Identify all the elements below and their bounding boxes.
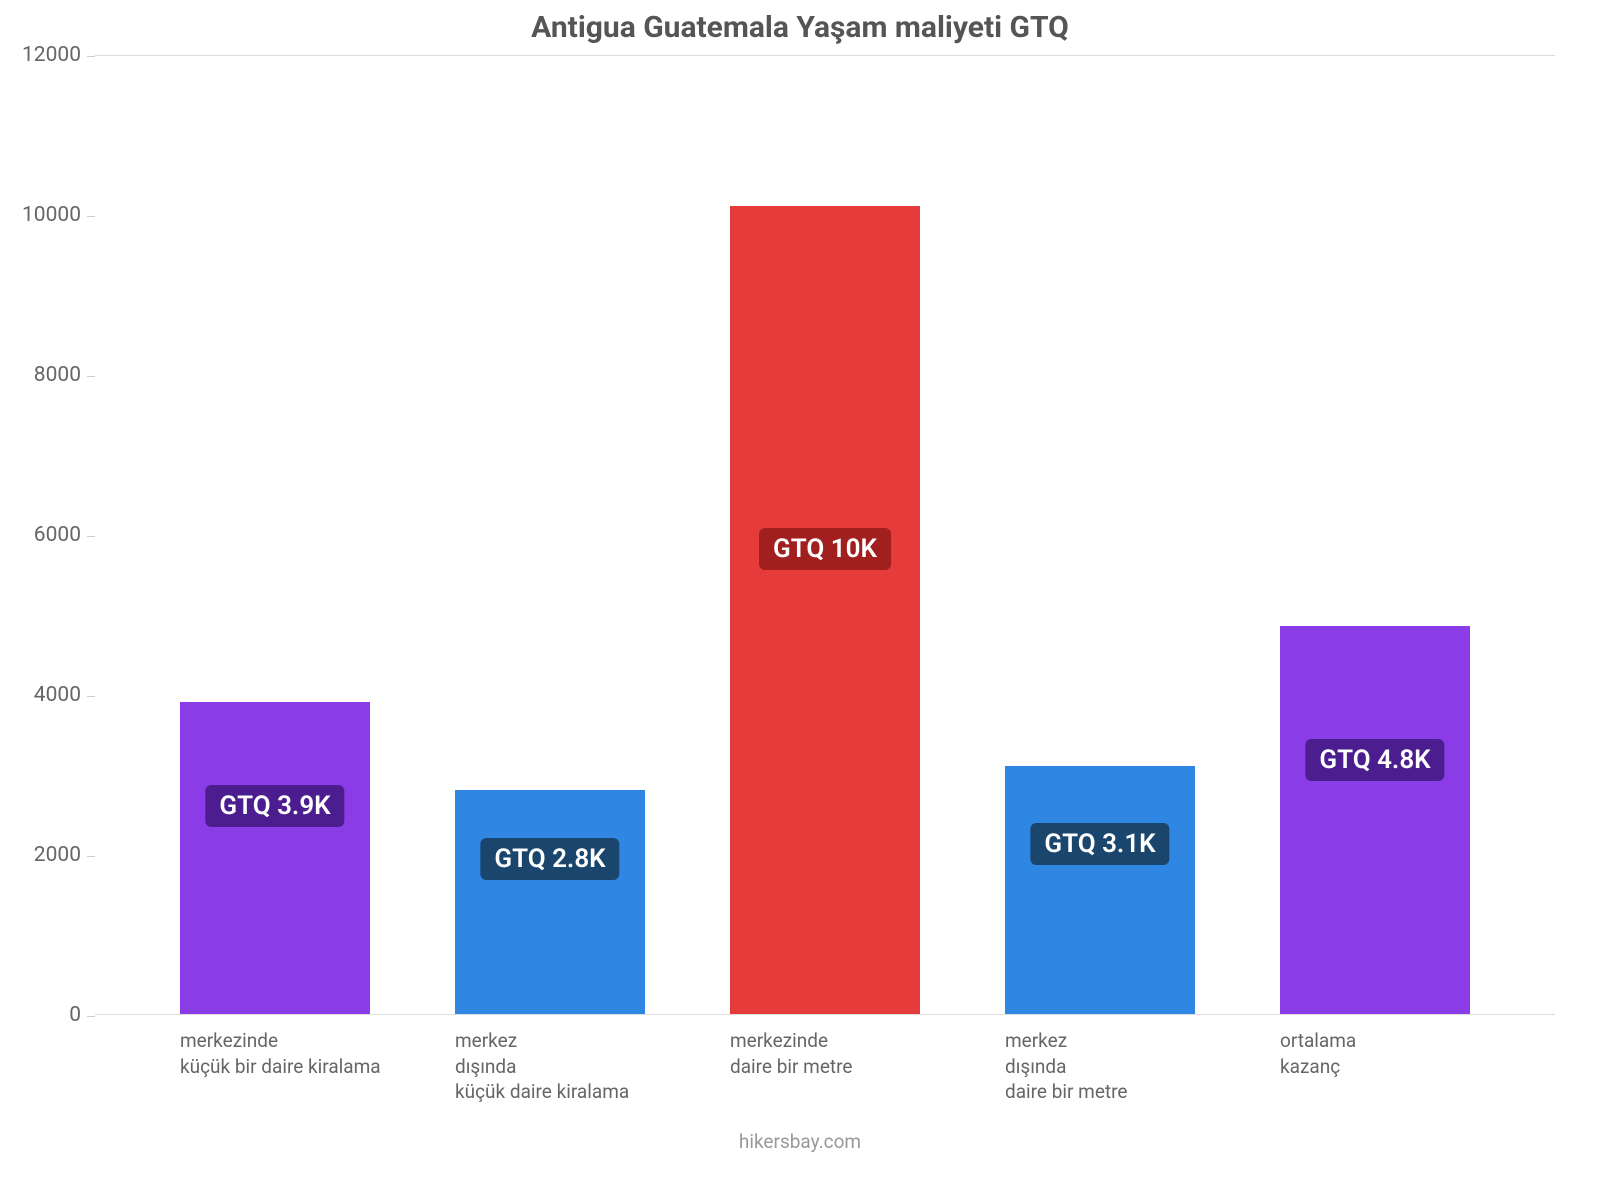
y-tick-mark bbox=[87, 56, 95, 57]
bar-value-label: GTQ 4.8K bbox=[1305, 739, 1444, 781]
bar bbox=[1005, 766, 1195, 1014]
bar-value-label: GTQ 3.1K bbox=[1030, 823, 1169, 865]
y-tick-mark bbox=[87, 376, 95, 377]
y-tick-label: 6000 bbox=[11, 523, 81, 547]
bar bbox=[730, 206, 920, 1014]
x-tick-label: merkezinde küçük bir daire kiralama bbox=[180, 1028, 421, 1079]
bar-value-label: GTQ 10K bbox=[759, 528, 891, 570]
y-tick-label: 4000 bbox=[11, 683, 81, 707]
bar-value-label: GTQ 3.9K bbox=[205, 785, 344, 827]
y-tick-label: 12000 bbox=[11, 43, 81, 67]
y-tick-label: 2000 bbox=[11, 843, 81, 867]
y-tick-mark bbox=[87, 696, 95, 697]
y-tick-mark bbox=[87, 856, 95, 857]
bar bbox=[1280, 626, 1470, 1014]
y-tick-label: 0 bbox=[11, 1003, 81, 1027]
y-tick-mark bbox=[87, 1016, 95, 1017]
x-tick-label: merkez dışında daire bir metre bbox=[1005, 1028, 1246, 1105]
chart-title: Antigua Guatemala Yaşam maliyeti GTQ bbox=[0, 10, 1600, 45]
y-tick-label: 10000 bbox=[11, 203, 81, 227]
chart-footer: hikersbay.com bbox=[0, 1130, 1600, 1153]
y-tick-mark bbox=[87, 216, 95, 217]
plot-area: 020004000600080001000012000GTQ 3.9Kmerke… bbox=[95, 55, 1555, 1015]
x-tick-label: merkezinde daire bir metre bbox=[730, 1028, 971, 1079]
bar bbox=[455, 790, 645, 1014]
x-tick-label: ortalama kazanç bbox=[1280, 1028, 1521, 1079]
y-tick-label: 8000 bbox=[11, 363, 81, 387]
bar-value-label: GTQ 2.8K bbox=[480, 838, 619, 880]
bar bbox=[180, 702, 370, 1014]
y-tick-mark bbox=[87, 536, 95, 537]
x-tick-label: merkez dışında küçük daire kiralama bbox=[455, 1028, 696, 1105]
